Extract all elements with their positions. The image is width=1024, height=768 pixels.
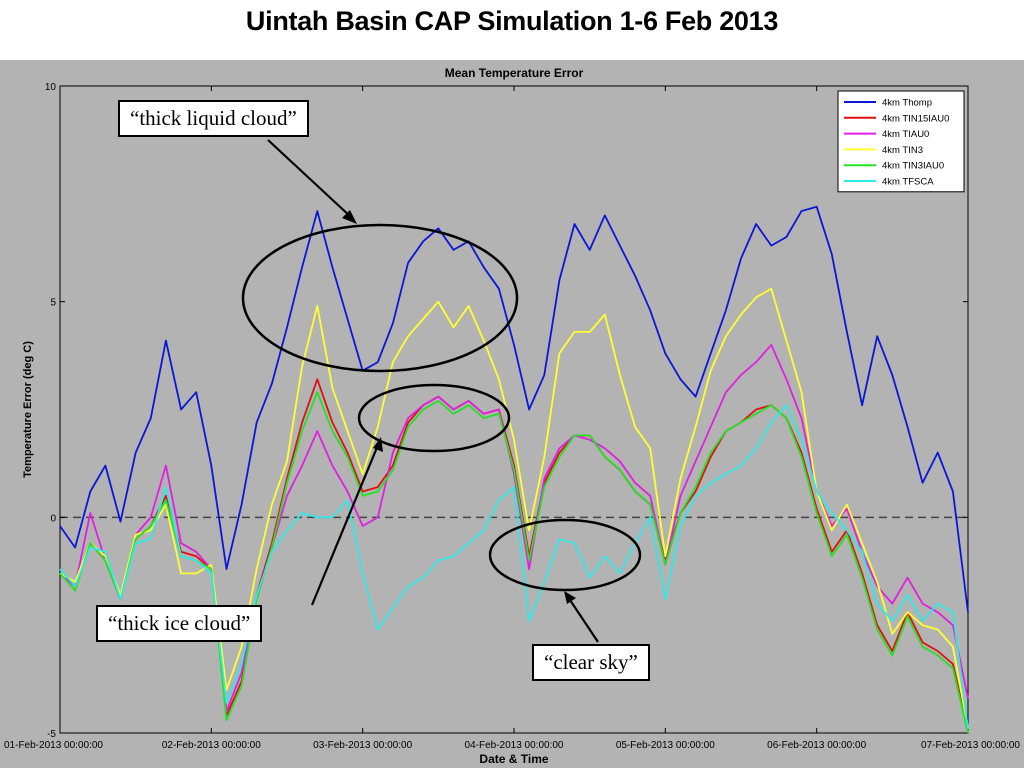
y-axis-label: Temperature Error (deg C) bbox=[22, 341, 34, 478]
x-tick-label: 03-Feb-2013 00:00:00 bbox=[313, 740, 412, 751]
chart-title: Mean Temperature Error bbox=[445, 66, 584, 80]
ice-cloud-ellipse bbox=[357, 383, 511, 453]
x-axis-label: Date & Time bbox=[479, 752, 548, 766]
legend-label: 4km Thomp bbox=[882, 98, 932, 109]
liquid-cloud-ellipse bbox=[241, 223, 519, 373]
slide-title: Uintah Basin CAP Simulation 1-6 Feb 2013 bbox=[245, 6, 779, 36]
legend-box bbox=[837, 90, 965, 193]
legend-label: 4km TFSCA bbox=[882, 177, 934, 188]
temperature-error-chart: -5 0 5 10 01-Feb-2013 00:00:00 02-Feb-2013 00… bbox=[4, 66, 1020, 766]
x-tick-label: 07-Feb-2013 00:00:00 bbox=[921, 740, 1020, 751]
x-tick-label: 01-Feb-2013 00:00:00 bbox=[4, 740, 103, 751]
figure-panel: -5 0 5 10 01-Feb-2013 00:00:00 02-Feb-2013 00… bbox=[0, 60, 1024, 768]
thick-ice-cloud-callout: “thick ice cloud” bbox=[96, 605, 263, 642]
liquid-arrow bbox=[267, 139, 353, 219]
x-tick-label: 05-Feb-2013 00:00:00 bbox=[616, 740, 715, 751]
series-line-4 bbox=[59, 391, 969, 734]
clear-sky-callout: “clear sky” bbox=[532, 644, 650, 681]
legend: 4km Thomp 4km TIN15IAU0 4km TIAU0 4km TIN3 4… bbox=[837, 90, 965, 193]
ice-arrowhead bbox=[373, 437, 383, 452]
y-tick-label: 5 bbox=[50, 298, 56, 309]
clear-arrowhead bbox=[564, 591, 576, 604]
x-tick-label: 02-Feb-2013 00:00:00 bbox=[162, 740, 261, 751]
series-line-5 bbox=[59, 404, 969, 729]
legend-label: 4km TIN3 bbox=[882, 145, 923, 156]
y-tick-label: 0 bbox=[50, 513, 56, 524]
clear-arrow bbox=[567, 596, 599, 643]
x-tick-label: 04-Feb-2013 00:00:00 bbox=[465, 740, 564, 751]
legend-label: 4km TIAU0 bbox=[882, 129, 929, 140]
liquid-arrowhead bbox=[342, 210, 357, 224]
ice-arrow bbox=[310, 444, 380, 606]
x-tick-label: 06-Feb-2013 00:00:00 bbox=[767, 740, 866, 751]
thick-liquid-cloud-callout: “thick liquid cloud” bbox=[118, 100, 309, 137]
y-tick-label: -5 bbox=[47, 729, 56, 740]
legend-label: 4km TIN15IAU0 bbox=[882, 113, 949, 124]
series-line-0 bbox=[59, 205, 969, 613]
y-tick-label: 10 bbox=[45, 82, 57, 93]
annotations bbox=[241, 139, 642, 643]
legend-label: 4km TIN3IAU0 bbox=[882, 161, 944, 172]
clear-sky-ellipse bbox=[488, 518, 642, 592]
